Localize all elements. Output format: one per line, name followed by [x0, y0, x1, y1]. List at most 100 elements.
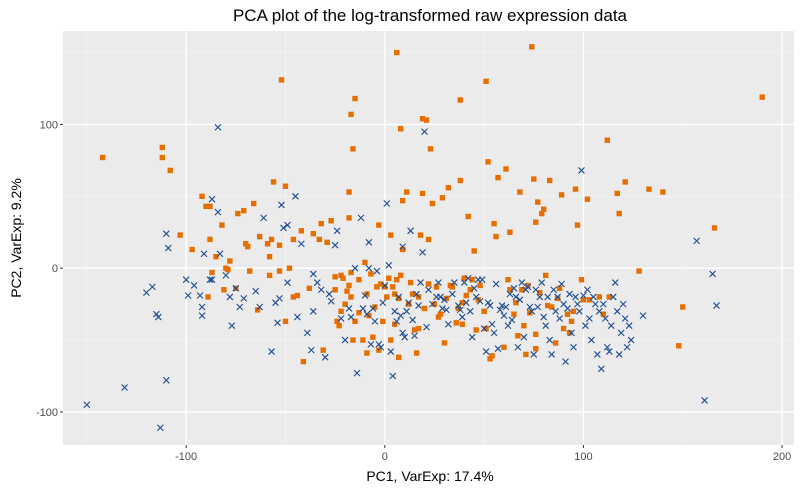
data-point-square: [483, 325, 489, 332]
data-point-square: [469, 276, 475, 283]
data-point-square: [413, 350, 420, 356]
data-point-square: [254, 307, 261, 313]
data-point-square: [328, 218, 334, 224]
data-point-cross: [164, 244, 172, 252]
data-point-cross: [568, 329, 575, 337]
data-point-cross: [399, 329, 407, 337]
data-point-square: [415, 294, 422, 300]
data-point-cross: [379, 299, 387, 307]
data-point-square: [221, 287, 227, 293]
data-point-cross: [321, 353, 329, 361]
data-point-cross: [540, 313, 548, 321]
data-point-square: [580, 297, 587, 303]
data-point-cross: [393, 317, 401, 325]
data-point-cross: [278, 201, 285, 209]
data-point-cross: [206, 276, 214, 284]
data-point-square: [519, 287, 525, 293]
data-point-square: [473, 327, 479, 333]
data-point-cross: [208, 195, 216, 203]
data-point-square: [397, 126, 404, 132]
data-point-cross: [490, 329, 498, 337]
data-point-cross: [421, 128, 428, 136]
data-point-cross: [504, 322, 512, 330]
data-point-square: [489, 353, 495, 359]
data-point-cross: [701, 397, 709, 404]
data-point-cross: [413, 290, 420, 298]
data-point-square: [445, 184, 452, 191]
data-point-cross: [268, 348, 275, 355]
data-point-cross: [506, 290, 514, 298]
data-point-cross: [576, 307, 583, 315]
data-point-square: [346, 215, 352, 221]
data-point-square: [167, 167, 173, 174]
data-point-square: [266, 272, 273, 279]
data-point-cross: [498, 302, 506, 309]
data-point-cross: [522, 286, 530, 294]
data-point-square: [459, 299, 465, 306]
data-point-cross: [582, 322, 589, 330]
data-point-cross: [488, 320, 496, 328]
data-point-cross: [534, 303, 542, 311]
data-point-square: [290, 236, 297, 243]
data-point-square: [213, 253, 219, 260]
data-point-square: [465, 213, 471, 220]
data-point-cross: [550, 286, 558, 294]
data-point-cross: [292, 192, 299, 200]
data-point-square: [531, 176, 537, 182]
data-point-square: [256, 233, 263, 240]
data-point-cross: [623, 343, 631, 351]
data-point-square: [419, 115, 426, 122]
data-point-cross: [214, 208, 222, 216]
data-point-square: [340, 275, 346, 281]
data-point-square: [511, 311, 517, 317]
data-point-square: [425, 281, 432, 287]
data-point-cross: [405, 299, 413, 307]
data-point-square: [370, 334, 376, 340]
data-point-cross: [492, 280, 500, 288]
data-point-cross: [143, 289, 150, 297]
data-point-square: [493, 233, 499, 240]
data-point-square: [403, 189, 410, 195]
data-point-cross: [613, 307, 621, 315]
data-point-cross: [496, 306, 504, 314]
data-point-square: [568, 318, 575, 325]
data-point-square: [507, 229, 513, 235]
data-point-cross: [462, 299, 470, 307]
data-point-square: [525, 282, 531, 289]
x-tick-label: 100: [574, 451, 592, 463]
data-point-cross: [333, 227, 341, 235]
data-point-cross: [401, 333, 409, 341]
data-point-cross: [391, 307, 399, 315]
data-point-square: [346, 282, 352, 289]
data-point-square: [270, 179, 277, 185]
data-point-square: [177, 232, 183, 238]
x-axis-label: PC1, VarExp: 17.4%: [366, 468, 493, 484]
data-point-cross: [363, 310, 371, 318]
data-point-cross: [359, 305, 367, 312]
data-point-square: [564, 311, 571, 317]
data-point-square: [392, 291, 398, 297]
data-point-cross: [345, 305, 353, 312]
data-point-square: [505, 276, 511, 283]
data-point-cross: [441, 296, 448, 304]
data-point-cross: [297, 240, 305, 248]
data-point-square: [586, 297, 593, 303]
data-point-cross: [456, 306, 464, 314]
data-point-square: [205, 294, 211, 300]
data-point-square: [600, 311, 607, 317]
data-point-cross: [361, 292, 369, 299]
data-point-cross: [444, 320, 452, 328]
data-point-cross: [538, 279, 546, 286]
data-point-cross: [385, 261, 393, 269]
data-point-square: [399, 246, 406, 253]
data-point-square: [535, 199, 541, 205]
data-point-cross: [450, 279, 458, 286]
data-point-cross: [454, 302, 462, 309]
data-point-square: [378, 281, 384, 287]
data-point-cross: [437, 293, 444, 301]
data-point-square: [604, 137, 610, 143]
data-point-square: [570, 308, 577, 315]
y-tick-label: -100: [36, 407, 58, 419]
data-point-cross: [367, 340, 375, 348]
data-point-cross: [369, 305, 377, 312]
